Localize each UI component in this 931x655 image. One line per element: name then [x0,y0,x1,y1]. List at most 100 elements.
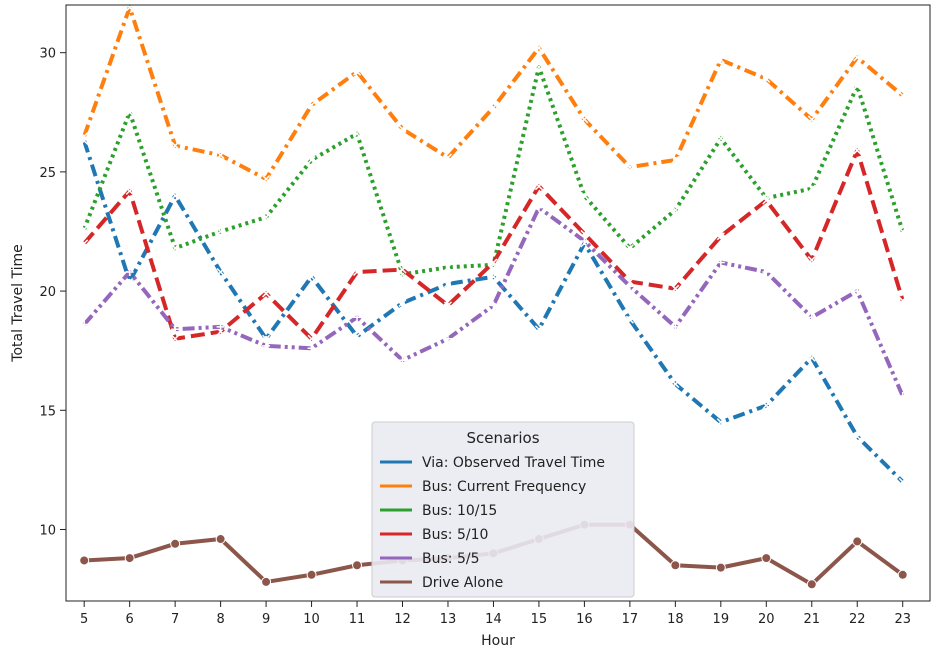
x-tick-label: 18 [667,612,684,627]
x-tick-label: 14 [485,612,502,627]
data-point [443,334,452,343]
x-tick-label: 16 [576,612,593,627]
data-point [580,229,589,238]
data-point [125,268,134,277]
data-point [262,334,271,343]
x-tick-label: 17 [622,612,639,627]
series-1 [80,3,907,184]
data-point [807,115,816,124]
data-point [307,101,316,110]
data-point [807,256,816,265]
data-point [261,576,272,587]
data-point [807,184,816,193]
legend-entry: Bus: Current Frequency [380,479,586,495]
data-point [398,265,407,274]
data-point [762,268,771,277]
data-point [898,477,907,486]
data-point [625,315,634,324]
data-point [897,569,908,580]
y-tick-label: 20 [39,285,56,300]
data-point [807,353,816,362]
data-point [80,225,89,234]
data-point [262,175,271,184]
data-point [898,391,907,400]
data-point [806,579,817,590]
data-point [853,146,862,155]
data-point [580,237,589,246]
data-point [625,282,634,291]
data-point [353,67,362,76]
axes: 5 6 7 8 9 10 11 12 13 14 15 16 17 18 19 20 21 22 23 10 15 20 2… [39,47,911,627]
legend-entry: Drive Alone [380,575,503,591]
x-tick-label: 23 [894,612,911,627]
x-tick-label: 22 [849,612,866,627]
data-point [762,401,771,410]
data-point [170,538,181,549]
data-point [443,279,453,288]
data-point [761,553,772,564]
data-point [898,91,907,100]
data-point [307,334,316,343]
data-point [171,141,180,150]
y-tick-label: 15 [39,404,56,419]
data-point [716,55,725,64]
data-point [534,325,543,334]
data-point [853,432,862,441]
plot-area [79,3,908,590]
data-point [716,232,725,241]
data-point [307,344,316,353]
series-3 [80,146,907,343]
data-point [715,562,726,573]
x-tick-label: 11 [349,612,366,627]
data-point [443,263,453,272]
legend-label: Bus: 5/10 [422,527,488,543]
data-point [216,227,225,236]
data-point [171,191,180,200]
data-point [398,356,407,365]
data-point [216,322,225,331]
data-point [625,244,634,253]
data-point [171,325,180,334]
data-point [716,258,725,267]
data-point [307,155,316,164]
data-point [625,163,634,172]
data-point [762,196,771,205]
data-point [853,53,862,62]
legend-label: Drive Alone [422,575,503,591]
data-point [262,213,271,222]
legend-title: Scenarios [466,429,539,447]
data-point [853,287,862,296]
data-point [398,298,407,308]
data-point [307,272,316,281]
y-tick-label: 10 [39,523,56,538]
legend-label: Via: Observed Travel Time [422,455,605,471]
data-point [171,244,180,253]
data-point [489,260,498,269]
data-point [807,313,816,322]
legend-label: Bus: Current Frequency [422,479,586,495]
legend-entry: Bus: 5/5 [380,551,479,567]
data-point [898,296,907,305]
legend-items: Via: Observed Travel Time Bus: Current Fr… [380,455,605,591]
data-point [262,289,271,298]
data-point [671,205,680,215]
legend-box [371,421,635,598]
data-point [716,134,725,143]
data-point [353,313,362,322]
data-point [852,536,863,547]
data-point [443,301,453,310]
data-point [489,103,498,112]
data-point [670,560,681,571]
series-0 [80,136,907,486]
data-point [124,553,135,564]
data-point [215,534,226,545]
data-point [898,227,907,236]
data-point [352,560,363,571]
data-point [80,132,89,141]
x-axis-title: Hour [481,633,515,649]
data-point [125,108,134,117]
x-tick-label: 10 [303,612,320,627]
data-point [80,239,89,248]
x-tick-label: 5 [80,612,88,627]
